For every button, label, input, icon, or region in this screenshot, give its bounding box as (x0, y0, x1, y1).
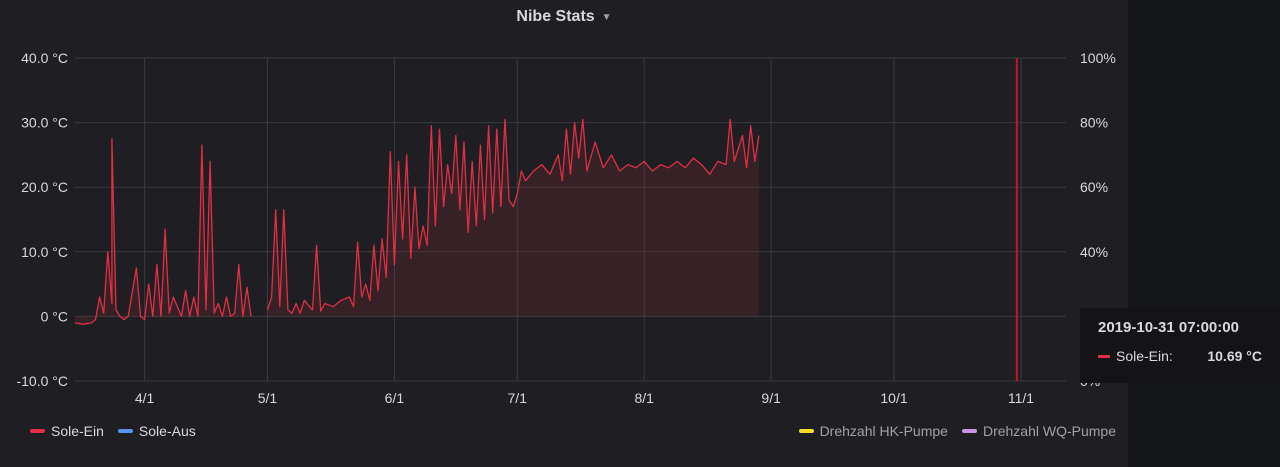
y-right-tick-label: 40% (1080, 244, 1108, 260)
y-right-tick-label: 100% (1080, 50, 1116, 66)
y-right-tick-label: 60% (1080, 179, 1108, 195)
chart-canvas[interactable]: -10.0 °C 0 °C 10.0 °C 20.0 °C 30.0 °C 40.0 °C… (0, 0, 1128, 420)
y-tick-label: 30.0 °C (21, 115, 68, 131)
x-tick-label: 6/1 (385, 390, 405, 406)
series-layer (74, 118, 760, 325)
x-axis: 4/1 5/1 6/1 7/1 8/1 9/1 10/1 11/1 (135, 390, 1034, 406)
legend-item[interactable]: Sole-Ein (30, 423, 104, 439)
legend-left: Sole-Ein Sole-Aus (30, 423, 196, 439)
x-tick-label: 5/1 (258, 390, 278, 406)
legend-right: Drehzahl HK-Pumpe Drehzahl WQ-Pumpe (798, 423, 1116, 439)
panel-title-menu[interactable]: Nibe Stats ▼ (0, 0, 1128, 34)
x-tick-label: 11/1 (1008, 390, 1034, 406)
tooltip-time: 2019-10-31 07:00:00 (1098, 319, 1239, 336)
legend-label: Sole-Aus (138, 423, 196, 439)
series-area-sole-ein (267, 119, 759, 317)
tooltip-series-row: Sole-Ein: 10.69 °C (1098, 348, 1280, 364)
legend-swatch (117, 429, 133, 433)
legend-label: Drehzahl HK-Pumpe (819, 423, 948, 439)
series-line-sole-ein (266, 118, 760, 314)
legend-item[interactable]: Sole-Aus (117, 423, 196, 439)
y-tick-label: 40.0 °C (21, 50, 68, 66)
y-tick-label: 10.0 °C (21, 244, 68, 260)
tooltip-series-value: 10.69 °C (1207, 348, 1262, 364)
legend-label: Sole-Ein (51, 423, 104, 439)
y-tick-label: 20.0 °C (21, 179, 68, 195)
y-axis-left: -10.0 °C 0 °C 10.0 °C 20.0 °C 30.0 °C 40.0 °C (16, 50, 68, 389)
x-tick-label: 7/1 (508, 390, 528, 406)
panel-title: Nibe Stats (516, 8, 595, 25)
x-tick-label: 10/1 (880, 390, 907, 406)
chart-grid (75, 57, 1066, 382)
legend-swatch (798, 429, 814, 433)
x-tick-label: 4/1 (135, 390, 155, 406)
tooltip-series-name: Sole-Ein: (1116, 348, 1173, 364)
series-area-sole-ein (75, 138, 252, 325)
chart-panel: Nibe Stats ▼ -10.0 °C 0 °C 10.0 °C 20.0 °C 3… (0, 0, 1128, 439)
y-tick-label: -10.0 °C (16, 373, 68, 389)
legend-swatch (961, 429, 977, 433)
legend-item[interactable]: Drehzahl HK-Pumpe (798, 423, 948, 439)
y-tick-label: 0 °C (41, 308, 68, 324)
caret-down-icon[interactable]: ▼ (601, 11, 612, 23)
legend-swatch (30, 429, 45, 433)
x-tick-label: 8/1 (634, 390, 654, 406)
x-tick-label: 9/1 (761, 390, 781, 406)
series-line-sole-ein (74, 138, 252, 325)
y-right-tick-label: 80% (1080, 115, 1108, 131)
tooltip-series-swatch (1098, 354, 1110, 358)
chart-tooltip: 2019-10-31 07:00:00 Sole-Ein: 10.69 °C (1080, 308, 1280, 383)
legend-item[interactable]: Drehzahl WQ-Pumpe (961, 423, 1116, 439)
legend-label: Drehzahl WQ-Pumpe (982, 423, 1116, 439)
